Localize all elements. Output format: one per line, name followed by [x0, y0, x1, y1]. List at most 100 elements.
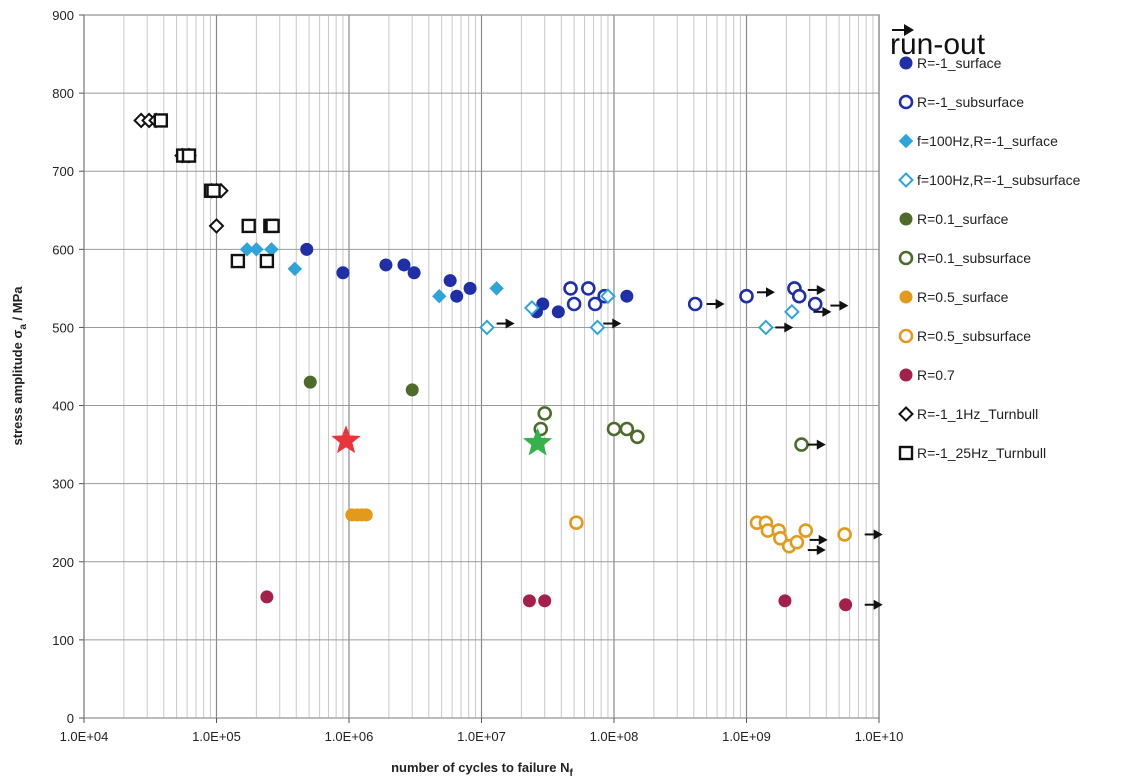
data-point [773, 531, 788, 546]
data-point [581, 281, 596, 296]
data-point [181, 148, 197, 163]
data-point [522, 594, 536, 608]
data-point [336, 266, 350, 280]
runout-arrow [756, 287, 775, 298]
data-point [260, 590, 274, 604]
y-tick-label: 400 [52, 399, 74, 414]
data-point [589, 319, 606, 336]
series-r-0-5-subsurface [569, 515, 852, 554]
legend-marker [898, 250, 914, 266]
data-point [791, 288, 807, 304]
legend-label: f=100Hz,R=-1_surface [917, 133, 1058, 149]
legend-marker [898, 328, 914, 344]
runout-arrow [864, 529, 883, 540]
data-point [839, 598, 853, 612]
data-point [405, 383, 419, 397]
runout-arrows [496, 284, 883, 610]
legend-item: f=100Hz,R=-1_subsurface [898, 172, 1081, 188]
data-point [379, 258, 393, 272]
data-point [807, 296, 823, 312]
x-tick-label: 1.0E+06 [325, 729, 374, 744]
runout-arrow [603, 318, 622, 329]
runout-arrow [775, 322, 794, 333]
data-point [789, 534, 805, 550]
series-r-0-7 [260, 590, 853, 612]
data-point [551, 305, 565, 319]
legend-label: f=100Hz,R=-1_subsurface [917, 172, 1081, 188]
legend-label: R=0.7 [917, 367, 955, 383]
legend-item: f=100Hz,R=-1_surface [898, 133, 1058, 149]
legend-marker [898, 445, 914, 461]
data-point [432, 288, 447, 304]
data-point [450, 289, 464, 303]
y-tick-label: 700 [52, 164, 74, 179]
legend-marker [898, 406, 914, 422]
data-point [407, 266, 421, 280]
legend-label: R=0.1_subsurface [917, 250, 1031, 266]
data-point [739, 288, 754, 304]
runout-arrow [496, 318, 515, 329]
data-point [687, 296, 703, 312]
legend-marker [899, 212, 913, 226]
data-point [359, 508, 373, 522]
data-point [265, 218, 280, 234]
y-axis-label-subscript: a [18, 324, 29, 330]
x-axis-label-subscript: f [570, 768, 574, 778]
legend-label: R=-1_subsurface [917, 94, 1024, 110]
highlight-star-icon [331, 425, 361, 454]
legend-item: R=0.1_subsurface [898, 250, 1031, 266]
data-point [208, 217, 225, 234]
y-tick-label: 300 [52, 477, 74, 492]
data-point [566, 296, 582, 312]
data-point [798, 523, 814, 538]
runout-arrow [807, 439, 826, 450]
series-r-1-25hz-turnbull [153, 113, 280, 269]
legend-item: R=-1_subsurface [898, 94, 1024, 110]
legend-label: R=0.5_subsurface [917, 328, 1031, 344]
legend-item: R=0.1_surface [899, 211, 1009, 227]
y-tick-label: 200 [52, 555, 74, 570]
runout-legend-arrowhead-icon [904, 24, 914, 36]
data-point [587, 296, 603, 312]
x-tick-label: 1.0E+05 [192, 729, 241, 744]
data-point [569, 515, 584, 531]
series-f-100hz-r-1-surface [239, 242, 504, 304]
data-point [757, 319, 774, 336]
data-point [600, 288, 616, 305]
data-point [523, 300, 540, 316]
y-tick-label: 900 [52, 8, 74, 23]
data-point [620, 289, 634, 303]
legend-item: R=0.7 [899, 367, 955, 383]
data-point [778, 594, 792, 608]
data-point [287, 261, 303, 277]
runout-arrow [807, 545, 826, 556]
data-point [443, 274, 457, 288]
legend-marker [899, 56, 913, 70]
data-point [300, 242, 314, 256]
runout-arrow [864, 599, 883, 610]
data-point [206, 183, 221, 198]
runout-arrow [706, 299, 725, 310]
data-point [479, 319, 495, 336]
x-tick-label: 1.0E+07 [457, 729, 506, 744]
x-tick-label: 1.0E+10 [855, 729, 904, 744]
x-tick-label: 1.0E+09 [722, 729, 771, 744]
y-tick-label: 800 [52, 86, 74, 101]
legend-item: R=-1_1Hz_Turnbull [898, 406, 1038, 422]
legend-item: R=0.5_subsurface [898, 328, 1031, 344]
y-tick-label: 600 [52, 242, 74, 257]
series-r-0-5-surface [345, 508, 373, 522]
data-point [230, 253, 246, 269]
data-point [241, 218, 256, 234]
highlight-star-icon [522, 427, 553, 456]
series-f-100hz-r-1-subsurface [479, 288, 800, 336]
data-point [489, 281, 504, 296]
y-tick-label: 500 [52, 320, 74, 335]
data-point [153, 113, 169, 128]
data-point [397, 258, 411, 272]
legend-label: R=-1_1Hz_Turnbull [917, 406, 1038, 422]
data-point [563, 281, 578, 296]
data-point [463, 281, 477, 295]
legend-marker [898, 133, 914, 149]
y-axis-label-unit: / MPa [10, 286, 25, 324]
